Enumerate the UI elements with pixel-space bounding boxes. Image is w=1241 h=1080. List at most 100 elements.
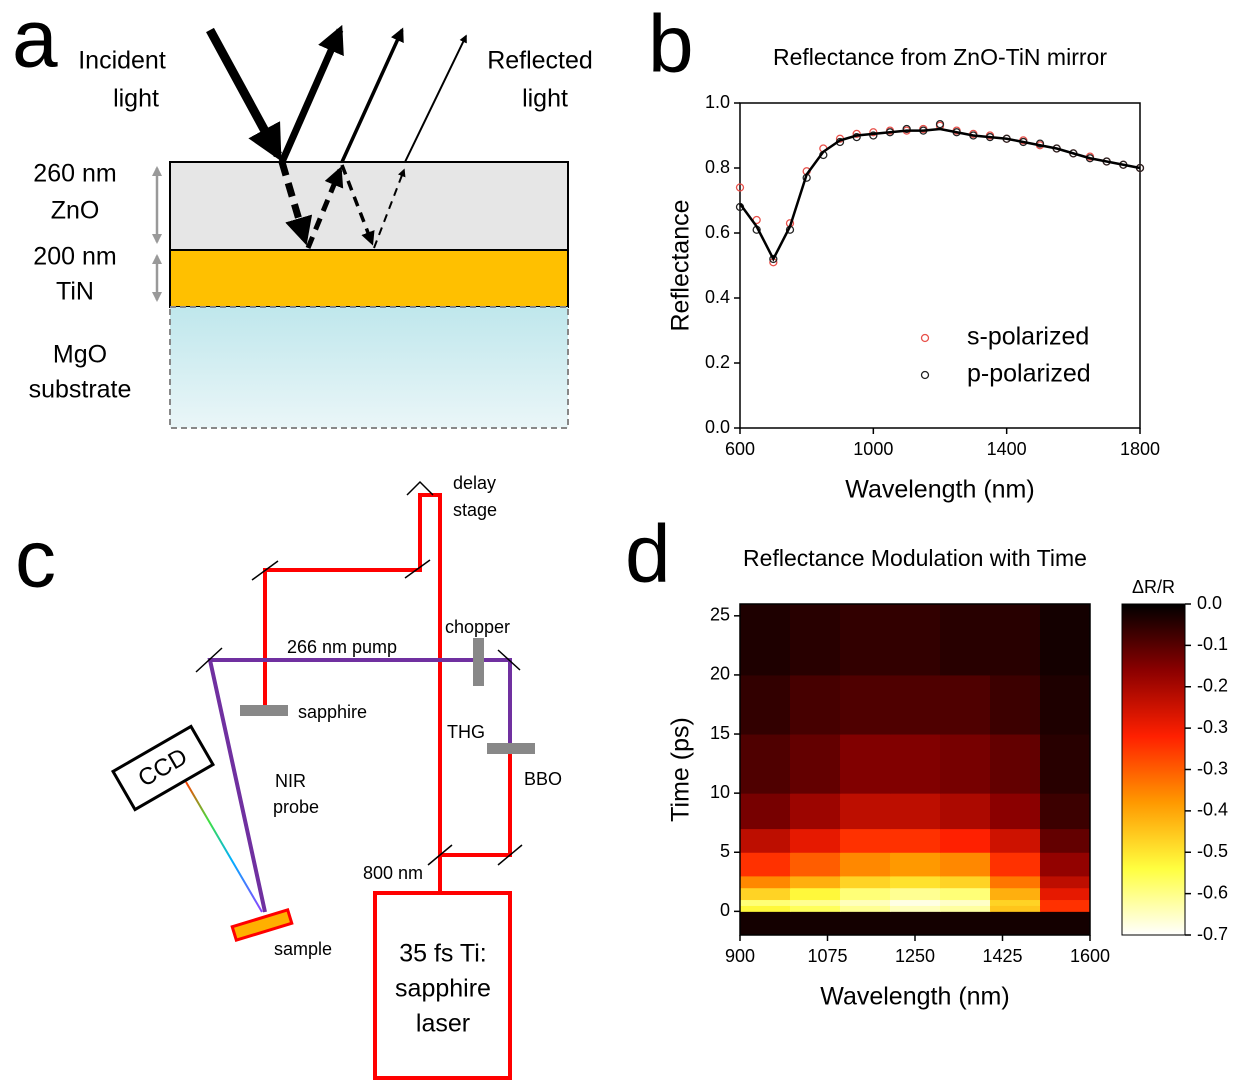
panel-c: c CCD delay stage chopper 266 nm pump sa… — [15, 473, 562, 1080]
data-point — [902, 124, 911, 134]
colorbar-tick-label: -0.3 — [1197, 717, 1228, 737]
heat-cell — [890, 734, 941, 794]
x-tick-label: 1400 — [987, 439, 1027, 459]
pump-beam — [207, 658, 512, 913]
label: TiN — [56, 278, 94, 306]
heat-cell — [840, 875, 891, 889]
label: 260 nm — [33, 160, 116, 188]
y-tick-label: 10 — [710, 782, 730, 802]
mirror — [427, 844, 453, 866]
panel-letter: a — [12, 0, 58, 85]
sapphire-plate — [240, 705, 288, 716]
mirror — [497, 649, 521, 671]
heat-cell — [990, 604, 1041, 676]
data-point — [735, 183, 745, 192]
heat-cell — [890, 875, 941, 889]
heat-cell — [1040, 899, 1091, 906]
heat-cell — [940, 899, 991, 906]
delay-mirror — [406, 480, 434, 496]
x-axis-label: Wavelength (nm) — [845, 476, 1034, 504]
y-tick-label: 25 — [710, 605, 730, 625]
heat-cell — [740, 875, 791, 889]
colorbar-tick-label: -0.1 — [1197, 634, 1228, 654]
legend-marker — [920, 333, 930, 343]
heat-cell — [990, 734, 1041, 794]
data-point — [935, 119, 945, 129]
plot-frame — [739, 102, 1141, 429]
heat-cell — [740, 852, 791, 877]
heat-cell — [940, 911, 991, 936]
label: probe — [273, 797, 319, 817]
heat-cell — [890, 905, 941, 912]
heat-cell — [1040, 793, 1091, 830]
heat-cell — [840, 852, 891, 877]
heat-cell — [990, 905, 1041, 912]
heat-cell — [840, 734, 891, 794]
reflected-beam — [404, 34, 467, 163]
tin-layer — [169, 249, 569, 308]
data-point — [869, 131, 878, 140]
x-tick-label: 1800 — [1120, 439, 1160, 459]
heat-cell — [790, 911, 841, 936]
sample — [230, 907, 294, 943]
heat-cell — [1040, 852, 1091, 877]
heat-cell — [990, 911, 1041, 936]
heat-cell — [940, 887, 991, 901]
heat-cell — [890, 911, 941, 936]
heat-cell — [990, 828, 1041, 853]
label: sapphire — [298, 702, 367, 722]
heat-cell — [1040, 674, 1091, 735]
y-tick-label: 0.0 — [705, 417, 730, 437]
label: 266 nm pump — [287, 637, 397, 657]
y-tick-label: 0.4 — [705, 287, 730, 307]
chart-title: Reflectance Modulation with Time — [743, 545, 1087, 571]
colorbar-tick-label: -0.7 — [1197, 924, 1228, 944]
label: substrate — [29, 376, 132, 404]
colorbar-tick-label: -0.5 — [1197, 841, 1228, 861]
bbo-crystal — [487, 743, 535, 754]
x-axis-label: Wavelength (nm) — [820, 983, 1009, 1011]
label: light — [522, 85, 568, 113]
heat-cell — [840, 604, 891, 676]
mirror — [251, 560, 279, 581]
heat-cell — [740, 905, 791, 912]
label: sapphire — [395, 975, 491, 1003]
y-axis-label: Time (ps) — [667, 717, 695, 822]
colorbar-tick-label: -0.3 — [1197, 758, 1228, 778]
heat-cell — [1040, 875, 1091, 889]
colorbar-tick-label: 0.0 — [1197, 593, 1222, 613]
heat-cell — [1040, 828, 1091, 853]
legend-marker — [920, 370, 930, 380]
legend-label: s-polarized — [967, 323, 1089, 351]
heat-cell — [840, 828, 891, 853]
x-tick-label: 1425 — [982, 946, 1022, 966]
y-tick-label: 0.6 — [705, 222, 730, 242]
x-tick-label: 1075 — [807, 946, 847, 966]
label: Incident — [78, 47, 166, 75]
heat-cell — [740, 911, 791, 936]
beam — [440, 748, 512, 857]
x-tick-label: 900 — [725, 946, 755, 966]
mirror — [195, 647, 223, 673]
heat-cell — [1040, 734, 1091, 794]
heat-cell — [990, 899, 1041, 906]
heat-cell — [740, 604, 791, 676]
heat-cell — [840, 793, 891, 830]
label: light — [113, 85, 159, 113]
heat-cell — [790, 852, 841, 877]
label: stage — [453, 500, 497, 520]
heat-cell — [940, 905, 991, 912]
heat-cell — [790, 674, 841, 735]
heat-cell — [840, 887, 891, 901]
y-tick-label: 0 — [720, 900, 730, 920]
colorbar-tick-label: -0.6 — [1197, 882, 1228, 902]
heat-cell — [890, 899, 941, 906]
mirror — [497, 844, 523, 866]
colorbar-label: ΔR/R — [1132, 577, 1175, 597]
heat-cell — [940, 852, 991, 877]
label: delay — [453, 473, 496, 493]
heat-cell — [840, 911, 891, 936]
mgo-substrate — [169, 306, 569, 429]
heat-cell — [840, 899, 891, 906]
heat-cell — [740, 674, 791, 735]
